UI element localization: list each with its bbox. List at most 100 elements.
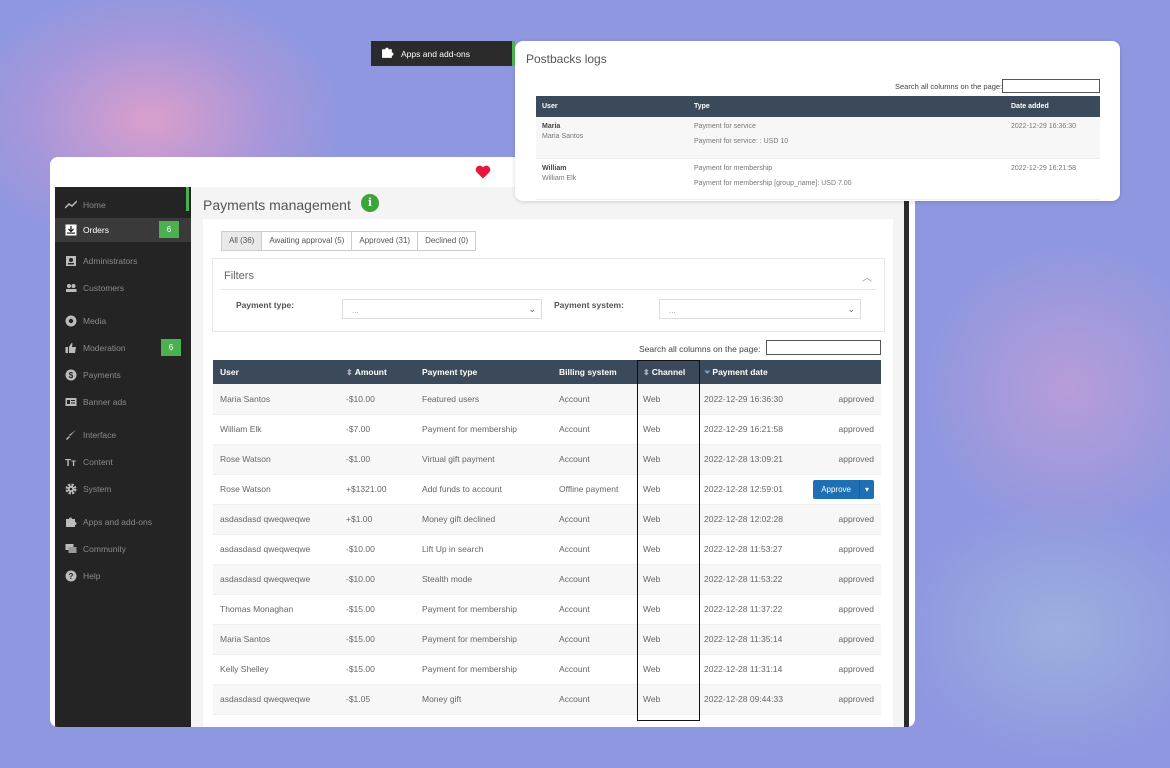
table-row: Rose Watson +$1321.00 Add funds to account… — [213, 474, 881, 505]
info-icon[interactable]: i — [361, 194, 379, 212]
filters-box: Filters ︿ Payment type: ... ⌄ Payment sy… — [212, 258, 885, 332]
id-card-icon — [65, 255, 77, 267]
brush-icon — [65, 429, 77, 441]
billing-system-cell: Account — [552, 384, 636, 415]
payment-type-label: Payment type: — [236, 300, 295, 310]
sidebar-item-customers[interactable]: Customers — [55, 276, 191, 300]
tab-approved[interactable]: Approved (31) — [351, 231, 419, 251]
heart-icon[interactable] — [475, 165, 491, 179]
payment-type-cell: Payment for membership — [415, 624, 552, 655]
sidebar-item-content[interactable]: Tт Content — [55, 450, 191, 474]
channel-cell: Web — [636, 594, 697, 625]
payment-date-cell: 2022-12-28 12:59:01 — [697, 474, 805, 505]
status-text: approved — [805, 624, 881, 655]
sidebar-item-help[interactable]: ? Help — [55, 564, 191, 588]
col-type[interactable]: Type — [688, 96, 1005, 117]
payment-date-cell: 2022-12-28 11:53:27 — [697, 534, 805, 565]
sidebar-item-home[interactable]: Home — [55, 193, 191, 217]
sidebar-item-label: Customers — [83, 283, 125, 293]
col-date-added[interactable]: Date added — [1005, 96, 1100, 117]
payment-type-cell: Money gift declined — [415, 504, 552, 535]
tooltip-label: Apps and add-ons — [401, 49, 470, 59]
sidebar-item-orders[interactable]: Orders 6 — [55, 218, 191, 242]
sidebar-item-interface[interactable]: Interface — [55, 423, 191, 447]
col-user[interactable]: User — [213, 360, 339, 384]
log-type: Payment for membership — [694, 164, 773, 172]
sidebar-item-label: Apps and add-ons — [83, 517, 152, 527]
scrollbar[interactable] — [904, 187, 909, 727]
sidebar-item-media[interactable]: Media — [55, 309, 191, 333]
approve-button[interactable]: Approve ▾ — [813, 479, 874, 499]
tab-awaiting-approval[interactable]: Awaiting approval (5) — [261, 231, 353, 251]
channel-cell: Web — [636, 414, 697, 445]
puzzle-icon — [381, 46, 394, 62]
col-channel[interactable]: ⬍ Channel — [636, 360, 697, 384]
col-payment-type[interactable]: Payment type — [415, 360, 552, 384]
sidebar: Home Orders 6 Administrators Customers M… — [55, 187, 191, 727]
col-payment-date[interactable]: ⏷ Payment date — [697, 360, 805, 384]
amount-cell: -$1.05 — [339, 684, 415, 715]
caret-down-icon[interactable]: ▾ — [858, 479, 874, 499]
approve-button-label: Approve — [821, 484, 851, 494]
table-header-row: User Type Date added — [536, 96, 1100, 117]
payment-system-select[interactable]: ... ⌄ — [659, 299, 861, 319]
sidebar-item-payments[interactable]: $ Payments — [55, 363, 191, 387]
table-row: asdasdasd qweqweqwe -$10.00 Stealth mode Ac… — [213, 564, 881, 595]
chart-line-icon — [64, 199, 78, 211]
log-user[interactable]: William — [542, 164, 567, 172]
billing-system-cell: Account — [552, 654, 636, 685]
col-user[interactable]: User — [536, 96, 688, 117]
postbacks-search-input[interactable] — [1002, 79, 1100, 93]
text-tt-icon: Tт — [65, 456, 77, 469]
user-cell: asdasdasd qweqweqwe — [213, 504, 339, 535]
orders-count-badge: 6 — [159, 221, 179, 238]
log-type-cell: Payment for membership Payment for membe… — [688, 158, 1005, 200]
amount-cell: +$1321.00 — [339, 474, 415, 505]
chevron-up-icon[interactable]: ︿ — [862, 273, 872, 284]
sidebar-item-community[interactable]: Community — [55, 537, 191, 561]
table-row: Maria Maria Santos Payment for service P… — [536, 117, 1100, 159]
payment-type-select[interactable]: ... ⌄ — [342, 299, 542, 319]
chevron-down-icon: ⌄ — [847, 304, 855, 314]
amount-cell: -$10.00 — [339, 534, 415, 565]
postbacks-title: Postbacks logs — [526, 52, 607, 66]
table-row: asdasdasd qweqweqwe -$1.05 Money gift Accou… — [213, 684, 881, 715]
table-row: Maria Santos -$10.00 Featured users Account… — [213, 384, 881, 415]
table-row: asdasdasd qweqweqwe +$1.00 Money gift decl… — [213, 504, 881, 535]
sidebar-item-administrators[interactable]: Administrators — [55, 249, 191, 273]
billing-system-cell: Account — [552, 534, 636, 565]
active-item-indicator — [512, 41, 515, 66]
sidebar-item-banner-ads[interactable]: Banner ads — [55, 390, 191, 414]
channel-cell: Web — [636, 444, 697, 475]
tab-all[interactable]: All (36) — [221, 231, 263, 251]
sidebar-item-apps-and-add-ons[interactable]: Apps and add-ons — [55, 510, 191, 534]
user-cell: Maria Santos — [213, 384, 339, 415]
payments-table: User ⬍ Amount Payment type Billing system… — [213, 360, 881, 715]
table-row: Thomas Monaghan -$15.00 Payment for member… — [213, 594, 881, 625]
col-amount[interactable]: ⬍ Amount — [339, 360, 415, 384]
search-input[interactable] — [766, 340, 881, 355]
col-billing-system[interactable]: Billing system — [552, 360, 636, 384]
sidebar-item-moderation[interactable]: Moderation 6 — [55, 336, 191, 360]
payment-type-value: ... — [352, 306, 359, 315]
payment-date-cell: 2022-12-28 11:35:14 — [697, 624, 805, 655]
sidebar-item-system[interactable]: System — [55, 477, 191, 501]
payment-date-cell: 2022-12-28 13:09:21 — [697, 444, 805, 475]
tab-declined[interactable]: Declined (0) — [417, 231, 477, 251]
user-cell: Rose Watson — [213, 444, 339, 475]
chevron-down-icon: ⌄ — [528, 304, 536, 314]
log-user[interactable]: Maria — [542, 123, 561, 130]
table-row: Maria Santos -$15.00 Payment for membershi… — [213, 624, 881, 655]
sidebar-item-label: Media — [83, 316, 107, 326]
sidebar-item-label: Interface — [83, 430, 117, 440]
status-cell: Approve ▾ — [805, 474, 881, 505]
user-cell: Kelly Shelley — [213, 654, 339, 685]
chat-icon — [65, 543, 77, 555]
payment-date-cell: 2022-12-29 16:21:58 — [697, 414, 805, 445]
apps-and-add-ons-tooltip[interactable]: Apps and add-ons — [371, 41, 515, 66]
status-text: approved — [805, 534, 881, 565]
svg-text:Tт: Tт — [65, 458, 76, 468]
col-channel-label: Channel — [651, 367, 686, 377]
table-row: Rose Watson -$1.00 Virtual gift payment Acc… — [213, 444, 881, 475]
puzzle-icon — [65, 516, 77, 528]
